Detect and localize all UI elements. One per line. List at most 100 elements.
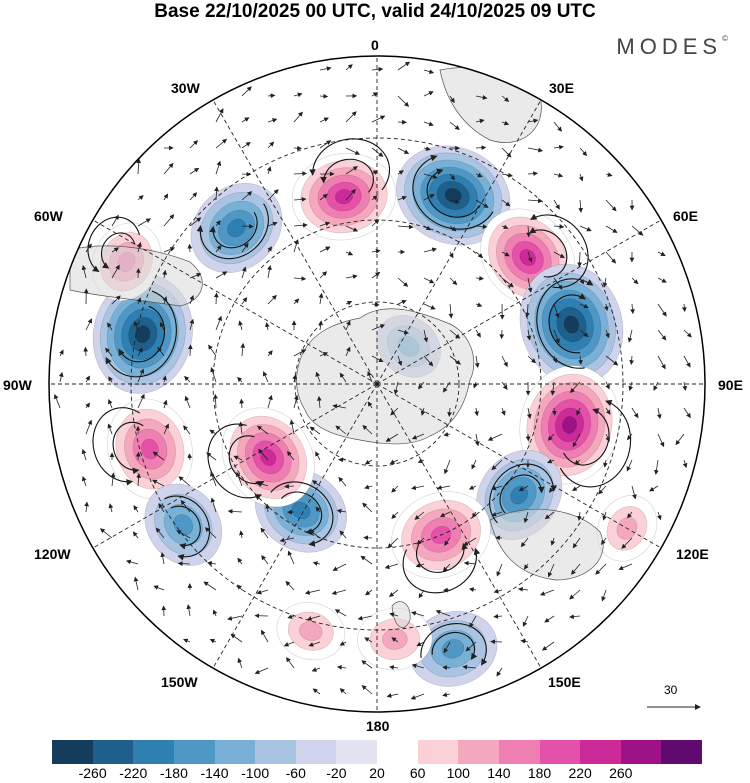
wind-arrow [237, 657, 243, 669]
wind-arrow [241, 223, 254, 229]
wind-arrow [184, 375, 191, 383]
streamline [207, 423, 262, 501]
wind-arrow [411, 485, 425, 491]
wind-arrow [206, 452, 217, 461]
wind-arrow [463, 560, 477, 566]
wind-arrow [435, 609, 451, 617]
wind-arrow [442, 381, 451, 393]
wind-arrow [553, 251, 565, 258]
colorbar-tick-label: 220 [568, 765, 592, 781]
wind-arrow [184, 395, 191, 409]
wind-arrow [157, 346, 165, 357]
wind-arrow [309, 426, 321, 435]
wind-arrow [501, 355, 508, 368]
lon-label-30e: 30E [549, 80, 574, 96]
wind-arrow [339, 530, 347, 539]
wind-arrow [523, 511, 529, 524]
wind-arrow [289, 419, 295, 435]
wind-arrow [371, 66, 384, 72]
wind-arrow [475, 199, 489, 208]
wind-arrow [605, 355, 619, 366]
wind-arrow [111, 247, 120, 253]
wind-arrow [237, 557, 243, 565]
streamline [563, 408, 610, 466]
wind-arrow [475, 95, 488, 100]
wind-arrow [256, 589, 269, 595]
wind-arrow [654, 459, 659, 475]
wind-arrow [627, 511, 633, 519]
streamline [100, 232, 136, 269]
contour-level [291, 501, 311, 520]
wind-arrow [683, 407, 691, 419]
lon-label-60e: 60E [673, 208, 698, 224]
contour-level [441, 639, 465, 659]
wind-arrow [444, 537, 451, 546]
wind-arrow [293, 349, 307, 357]
wind-arrow [361, 685, 373, 695]
wind-arrow [240, 342, 246, 357]
wind-arrow [550, 537, 556, 546]
colorbar-swatch [417, 740, 459, 764]
wind-arrow [550, 381, 556, 396]
streamline [415, 542, 468, 573]
lon-label-120w: 120W [34, 546, 71, 562]
wind-arrow [360, 555, 373, 565]
wind-arrow [152, 479, 165, 487]
wind-arrow [241, 297, 248, 305]
wind-arrow [463, 537, 477, 546]
wind-arrow [308, 641, 321, 647]
wind-arrow [236, 584, 243, 591]
wind-arrow [111, 214, 119, 227]
wind-arrow [389, 665, 399, 670]
wind-arrow [285, 580, 295, 591]
wind-arrow [111, 295, 121, 305]
wind-arrow [83, 346, 89, 357]
wind-arrow [649, 485, 659, 492]
colorbar-swatch [661, 740, 702, 764]
colorbar-swatch [539, 740, 581, 764]
wind-arrow [137, 393, 145, 409]
wind-arrow [449, 355, 461, 365]
wind-arrow [309, 530, 321, 539]
wind-arrow [682, 381, 688, 391]
wind-arrow [163, 423, 169, 435]
wind-arrow [602, 277, 608, 288]
wind-arrow [312, 480, 321, 487]
wind-arrow [153, 585, 165, 591]
wind-arrow [524, 303, 530, 318]
wind-arrow [657, 329, 667, 341]
wind-arrow [203, 581, 217, 591]
wind-arrow [496, 667, 503, 677]
wind-arrow [108, 376, 113, 383]
wind-arrow [365, 589, 373, 596]
wind-arrow [189, 167, 200, 175]
contour-level [562, 416, 577, 434]
wind-arrow [653, 381, 659, 391]
wind-arrow [335, 425, 347, 435]
lon-label-90w: 90W [3, 377, 32, 393]
wind-arrow [256, 425, 269, 435]
wind-arrow [475, 224, 488, 229]
wind-arrow [501, 95, 510, 102]
wind-arrow [449, 121, 460, 131]
wind-arrow [385, 433, 399, 442]
wind-arrow [603, 459, 608, 468]
modes-logo: MODES© [616, 34, 728, 60]
wind-arrow [345, 147, 361, 155]
streamline [412, 154, 494, 230]
wind-arrow [81, 448, 87, 461]
wind-arrow [501, 251, 510, 257]
wind-arrow [319, 140, 332, 149]
wind-arrow [601, 589, 607, 602]
negative-anomaly [144, 483, 223, 566]
wind-arrow [189, 217, 202, 227]
wind-arrow [439, 511, 451, 517]
positive-anomaly [276, 602, 345, 661]
wind-arrow [418, 589, 425, 599]
wind-arrow [293, 239, 299, 253]
wind-arrow [578, 355, 583, 365]
wind-arrow [215, 138, 228, 149]
wind-arrow [133, 576, 139, 591]
wind-arrow [189, 140, 199, 149]
wind-arrow [449, 95, 455, 104]
